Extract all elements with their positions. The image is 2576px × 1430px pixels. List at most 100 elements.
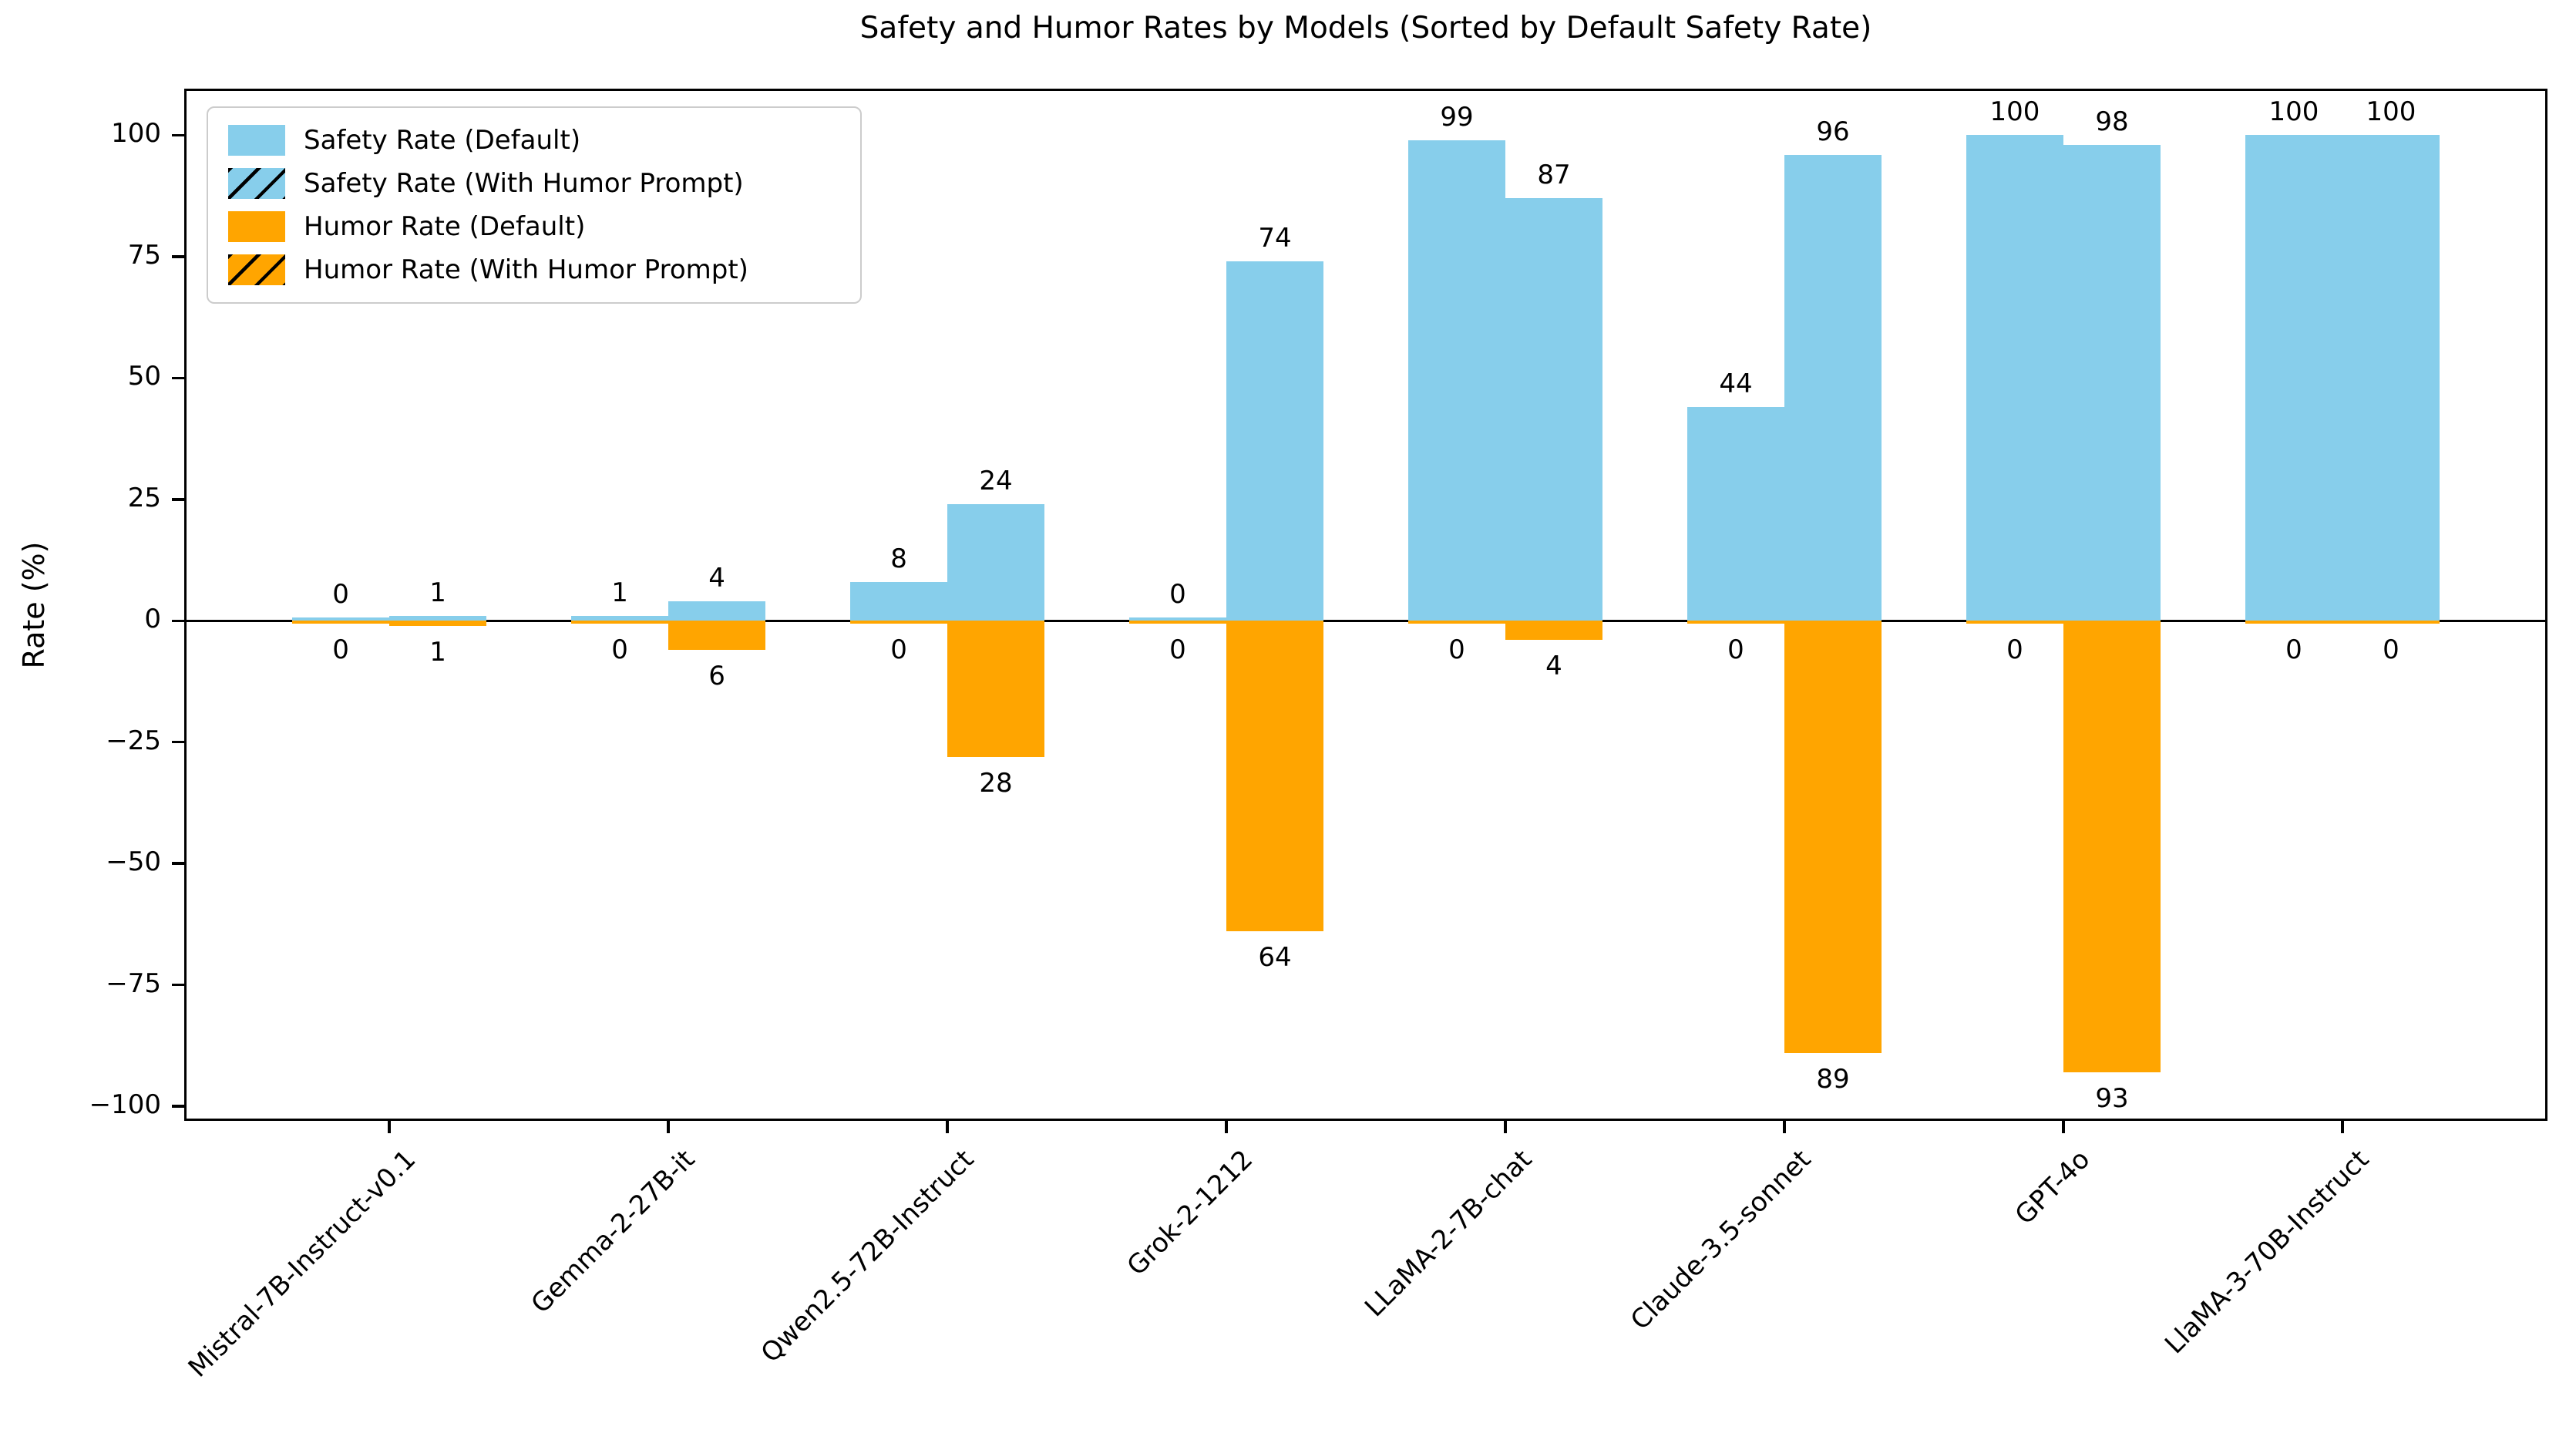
x-tick-label: GPT-4o xyxy=(2009,1144,2097,1231)
legend-item-humor-default: Humor Rate (Default) xyxy=(228,211,840,242)
bar-humor-humor-prompt xyxy=(389,621,487,626)
plot-area xyxy=(184,89,2547,1121)
bar-value-label: 100 xyxy=(1989,96,2040,128)
bar-humor-humor-prompt xyxy=(947,621,1045,757)
bar-safety-humor-prompt xyxy=(947,504,1045,621)
legend-swatch-humor-humor-prompt xyxy=(228,254,285,285)
x-tick xyxy=(2062,1121,2065,1133)
x-tick-label: Mistral-7B-Instruct-v0.1 xyxy=(182,1144,422,1384)
bar-humor-default xyxy=(1966,621,2063,624)
bar-value-label: 99 xyxy=(1440,101,1474,133)
x-tick-label: Claude-3.5-sonnet xyxy=(1624,1144,1818,1337)
bar-humor-default xyxy=(1687,621,1784,624)
bar-safety-default xyxy=(571,615,669,621)
bar-humor-default xyxy=(1407,621,1505,624)
y-tick-label: 0 xyxy=(144,604,161,635)
bar-value-label: 100 xyxy=(2268,96,2319,128)
y-tick xyxy=(172,862,184,865)
x-tick xyxy=(667,1121,670,1133)
bar-humor-humor-prompt xyxy=(668,621,766,651)
x-tick-label: LlaMA-3-70B-Instruct xyxy=(2159,1144,2376,1361)
bar-humor-default xyxy=(850,621,948,624)
legend-label: Humor Rate (Default) xyxy=(304,211,586,242)
x-tick xyxy=(1504,1121,1507,1133)
legend: Safety Rate (Default) Safety Rate (With H… xyxy=(207,106,862,304)
x-tick xyxy=(946,1121,949,1133)
bar-value-label: 0 xyxy=(2285,634,2302,666)
bar-safety-humor-prompt xyxy=(2342,135,2440,621)
y-tick xyxy=(172,133,184,137)
bar-value-label: 1 xyxy=(429,577,446,608)
y-tick-label: −50 xyxy=(106,846,161,878)
bar-value-label: 1 xyxy=(611,577,628,608)
bar-value-label: 4 xyxy=(1545,651,1562,682)
bar-value-label: 0 xyxy=(2383,634,2399,666)
bar-value-label: 0 xyxy=(1169,634,1186,666)
bar-humor-default xyxy=(2245,621,2342,624)
x-tick xyxy=(1783,1121,1786,1133)
bar-value-label: 96 xyxy=(1816,116,1850,147)
x-tick-label: Gemma-2-27B-it xyxy=(525,1144,701,1320)
bar-value-label: 44 xyxy=(1719,368,1753,400)
bar-safety-default xyxy=(1407,140,1505,621)
legend-label: Safety Rate (Default) xyxy=(304,125,581,156)
legend-swatch-safety-default xyxy=(228,125,285,156)
x-tick-label: Grok-2-1212 xyxy=(1121,1144,1259,1282)
x-tick-label: Qwen2.5-72B-Instruct xyxy=(755,1144,980,1369)
bar-value-label: 64 xyxy=(1258,942,1292,974)
bar-humor-humor-prompt xyxy=(1226,621,1323,932)
bar-value-label: 93 xyxy=(2095,1083,2129,1115)
bar-humor-humor-prompt xyxy=(1784,621,1882,1053)
bar-humor-humor-prompt xyxy=(2342,621,2440,624)
legend-label: Humor Rate (With Humor Prompt) xyxy=(304,254,748,285)
legend-item-safety-default: Safety Rate (Default) xyxy=(228,125,840,156)
bar-value-label: 8 xyxy=(890,543,907,574)
bar-value-label: 0 xyxy=(890,634,907,666)
legend-swatch-humor-default xyxy=(228,211,285,242)
zero-line xyxy=(184,619,2547,622)
y-tick-label: 25 xyxy=(127,482,161,513)
bar-safety-default xyxy=(1966,135,2063,621)
y-tick xyxy=(172,619,184,623)
y-tick xyxy=(172,376,184,380)
y-tick-label: 50 xyxy=(127,361,161,392)
bar-value-label: 0 xyxy=(332,579,349,611)
bar-value-label: 0 xyxy=(611,634,628,666)
bar-safety-default xyxy=(850,581,948,621)
y-tick-label: 75 xyxy=(127,239,161,271)
x-tick-label: LLaMA-2-7B-chat xyxy=(1359,1144,1539,1324)
legend-item-safety-humor-prompt: Safety Rate (With Humor Prompt) xyxy=(228,168,840,199)
bar-value-label: 0 xyxy=(332,634,349,666)
bar-value-label: 0 xyxy=(1448,634,1465,666)
bar-safety-default xyxy=(2245,135,2342,621)
bar-value-label: 0 xyxy=(1169,579,1186,611)
y-tick xyxy=(172,740,184,744)
bar-humor-humor-prompt xyxy=(2063,621,2161,1072)
bar-humor-humor-prompt xyxy=(1505,621,1602,641)
bar-value-label: 24 xyxy=(979,466,1013,497)
bar-humor-default xyxy=(1129,621,1226,624)
bar-safety-default xyxy=(292,617,390,621)
chart-title: Safety and Humor Rates by Models (Sorted… xyxy=(859,11,1872,45)
bar-safety-default xyxy=(1687,407,1784,621)
bar-value-label: 6 xyxy=(708,661,725,692)
bar-value-label: 98 xyxy=(2095,106,2129,138)
y-tick xyxy=(172,983,184,987)
bar-value-label: 0 xyxy=(2006,634,2023,666)
bar-safety-humor-prompt xyxy=(668,601,766,621)
y-tick xyxy=(172,1105,184,1108)
bar-safety-humor-prompt xyxy=(389,615,487,621)
bar-value-label: 1 xyxy=(429,636,446,668)
y-tick-label: −75 xyxy=(106,967,161,999)
bar-safety-default xyxy=(1129,617,1226,621)
bar-value-label: 4 xyxy=(708,563,725,594)
legend-swatch-safety-humor-prompt xyxy=(228,168,285,199)
y-tick-label: −25 xyxy=(106,725,161,756)
bar-safety-humor-prompt xyxy=(1784,154,1882,621)
bar-value-label: 0 xyxy=(1727,634,1744,666)
bar-value-label: 74 xyxy=(1258,223,1292,254)
y-tick xyxy=(172,498,184,501)
bar-safety-humor-prompt xyxy=(1505,198,1602,621)
y-tick xyxy=(172,255,184,258)
